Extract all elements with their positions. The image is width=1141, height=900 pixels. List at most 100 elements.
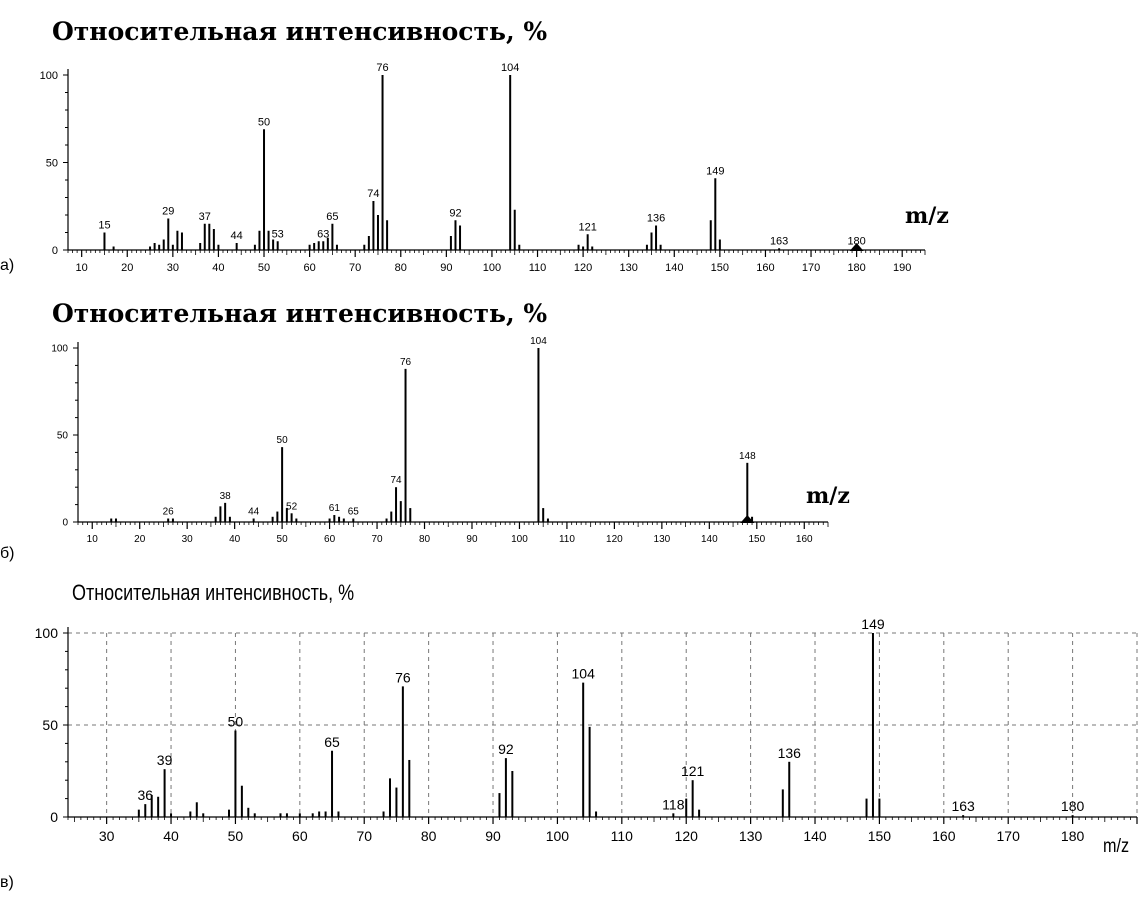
spectrum-c-chart: Относительная интенсивность, % 30 40 50 60 70… bbox=[35, 581, 1138, 856]
x-tick-label: 110 bbox=[611, 828, 634, 844]
x-tick-label: 130 bbox=[620, 262, 638, 274]
x-tick-label: 20 bbox=[121, 262, 133, 274]
spectrum-a-chart: Относительная интенсивность, % 10 20 30 40 50… bbox=[40, 17, 949, 274]
spectrum-panel-c: Относительная интенсивность, % 30 40 50 60 70… bbox=[0, 570, 1141, 900]
x-tick-label: 40 bbox=[229, 534, 241, 545]
x-tick-label: 40 bbox=[212, 262, 224, 274]
x-tick-label: 160 bbox=[932, 828, 956, 844]
x-tick-label: 90 bbox=[485, 828, 501, 844]
x-tick-label: 90 bbox=[466, 534, 478, 545]
x-tick-label: 80 bbox=[395, 262, 407, 274]
peak-label: 36 bbox=[137, 787, 153, 803]
peak-label: 26 bbox=[163, 507, 175, 518]
peak-label: 180 bbox=[1061, 798, 1085, 814]
peak-label: 104 bbox=[530, 336, 547, 347]
x-axis-label: m/z bbox=[806, 483, 850, 509]
x-tick-label: 140 bbox=[803, 828, 827, 844]
peak-label: 29 bbox=[162, 206, 174, 218]
molecular-ion-marker bbox=[740, 515, 755, 523]
x-tick-label: 160 bbox=[796, 534, 813, 545]
peak-label: 50 bbox=[228, 714, 244, 730]
peak-label: 76 bbox=[376, 62, 388, 74]
x-axis-label: m/z bbox=[905, 203, 949, 229]
y-tick-label: 50 bbox=[46, 157, 58, 169]
x-tick-label: 30 bbox=[99, 828, 115, 844]
y-tick-label: 100 bbox=[35, 625, 59, 641]
x-tick-label: 100 bbox=[511, 534, 528, 545]
x-tick-label: 160 bbox=[756, 262, 774, 274]
peak-label: 74 bbox=[390, 475, 402, 486]
x-tick-label: 50 bbox=[228, 828, 244, 844]
peak-label: 76 bbox=[400, 357, 412, 368]
y-tick-label: 100 bbox=[40, 70, 58, 82]
spectrum-panel-a: Относительная интенсивность, % 10 20 30 40 50… bbox=[0, 0, 1141, 290]
peak-label: 148 bbox=[739, 451, 756, 462]
x-tick-label: 140 bbox=[701, 534, 718, 545]
peak-label: 37 bbox=[199, 211, 211, 223]
chart-title: Относительная интенсивность, % bbox=[72, 581, 354, 605]
peak-label: 15 bbox=[98, 220, 110, 232]
peak-label: 38 bbox=[220, 491, 232, 502]
y-tick-label: 50 bbox=[57, 431, 69, 442]
x-tick-label: 150 bbox=[868, 828, 892, 844]
y-tick-label: 100 bbox=[51, 344, 68, 355]
x-tick-label: 170 bbox=[802, 262, 820, 274]
peak-label: 39 bbox=[157, 752, 173, 768]
peak-label: 104 bbox=[501, 62, 519, 74]
peak-label: 52 bbox=[286, 501, 298, 512]
x-tick-label: 70 bbox=[371, 534, 383, 545]
x-tick-label: 100 bbox=[546, 828, 570, 844]
x-tick-label: 170 bbox=[997, 828, 1021, 844]
x-tick-label: 100 bbox=[483, 262, 501, 274]
panel-label-a: а) bbox=[0, 257, 15, 274]
x-tick-label: 30 bbox=[182, 534, 194, 545]
x-tick-label: 50 bbox=[277, 534, 289, 545]
x-tick-label: 130 bbox=[739, 828, 763, 844]
peak-label: 121 bbox=[578, 221, 596, 233]
peak-label: 92 bbox=[449, 207, 461, 219]
x-tick-label: 20 bbox=[134, 534, 146, 545]
x-tick-label: 80 bbox=[421, 828, 437, 844]
peak-label: 149 bbox=[706, 165, 724, 177]
peak-label: 163 bbox=[770, 235, 788, 247]
peak-label: 118 bbox=[662, 796, 685, 812]
x-tick-label: 140 bbox=[665, 262, 683, 274]
y-tick-label: 0 bbox=[50, 809, 58, 825]
x-tick-label: 110 bbox=[529, 262, 547, 274]
x-tick-label: 80 bbox=[419, 534, 431, 545]
spectrum-panel-b: Относительная интенсивность, % 10 20 30 40 50… bbox=[0, 290, 1141, 570]
peak-label: 163 bbox=[951, 798, 975, 814]
y-tick-label: 50 bbox=[42, 717, 58, 733]
x-tick-label: 120 bbox=[606, 534, 623, 545]
chart-title: Относительная интенсивность, % bbox=[52, 299, 547, 328]
y-tick-label: 0 bbox=[62, 518, 68, 529]
molecular-ion-marker bbox=[849, 243, 864, 251]
x-tick-label: 130 bbox=[654, 534, 671, 545]
x-tick-label: 180 bbox=[847, 262, 865, 274]
peak-label: 136 bbox=[647, 213, 665, 225]
peak-label: 149 bbox=[861, 616, 885, 632]
x-tick-label: 60 bbox=[292, 828, 308, 844]
x-tick-label: 120 bbox=[574, 262, 592, 274]
x-tick-label: 50 bbox=[258, 262, 270, 274]
x-tick-label: 150 bbox=[748, 534, 765, 545]
x-tick-label: 110 bbox=[559, 534, 575, 545]
panel-label-b: б) bbox=[0, 545, 15, 562]
x-tick-label: 70 bbox=[349, 262, 361, 274]
peak-label: 92 bbox=[498, 741, 514, 757]
x-tick-label: 40 bbox=[163, 828, 179, 844]
x-tick-label: 60 bbox=[324, 534, 336, 545]
peak-label: 65 bbox=[348, 507, 360, 518]
peak-label: 74 bbox=[367, 188, 379, 200]
peak-label: 76 bbox=[395, 669, 411, 685]
x-axis-label: m/z bbox=[1103, 834, 1129, 856]
x-tick-label: 70 bbox=[356, 828, 372, 844]
peak-label: 65 bbox=[324, 734, 340, 750]
x-tick-label: 10 bbox=[76, 262, 88, 274]
peak-label: 53 bbox=[272, 228, 284, 240]
x-tick-label: 30 bbox=[167, 262, 179, 274]
peak-label: 44 bbox=[231, 230, 243, 242]
peak-label: 65 bbox=[326, 211, 338, 223]
peak-label: 44 bbox=[248, 507, 260, 518]
peak-label: 121 bbox=[681, 763, 705, 779]
